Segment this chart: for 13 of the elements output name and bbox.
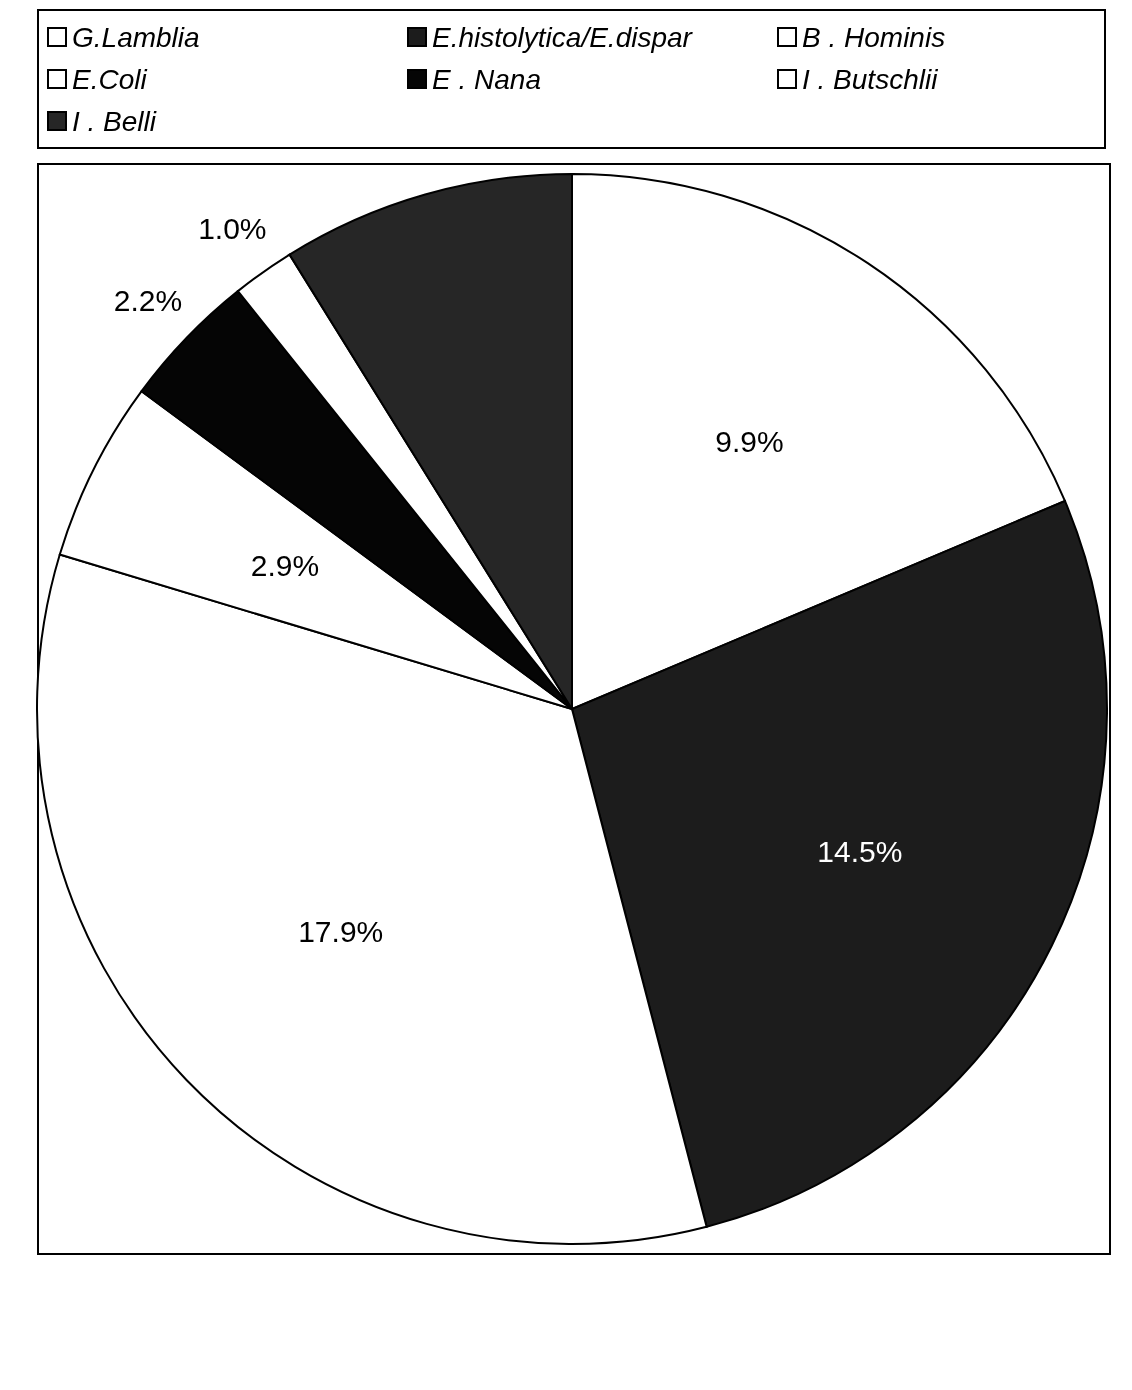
legend-label: I . Butschlii bbox=[802, 63, 939, 95]
legend-label: E.Coli bbox=[72, 63, 148, 95]
data-label: 2.9% bbox=[250, 548, 320, 582]
legend-label: G.Lamblia bbox=[72, 21, 200, 53]
data-label: 2.2% bbox=[113, 284, 183, 318]
legend-label: E.histolytica/E.dispar bbox=[432, 21, 694, 53]
data-label: 14.5% bbox=[817, 834, 903, 868]
legend-label: E . Nana bbox=[432, 63, 541, 95]
data-label: 9.9% bbox=[715, 425, 784, 459]
data-label: 17.9% bbox=[298, 915, 384, 949]
legend-label: I . Belli bbox=[72, 105, 157, 137]
legend-label: B . Hominis bbox=[802, 21, 946, 53]
data-label: 1.0% bbox=[198, 211, 267, 245]
